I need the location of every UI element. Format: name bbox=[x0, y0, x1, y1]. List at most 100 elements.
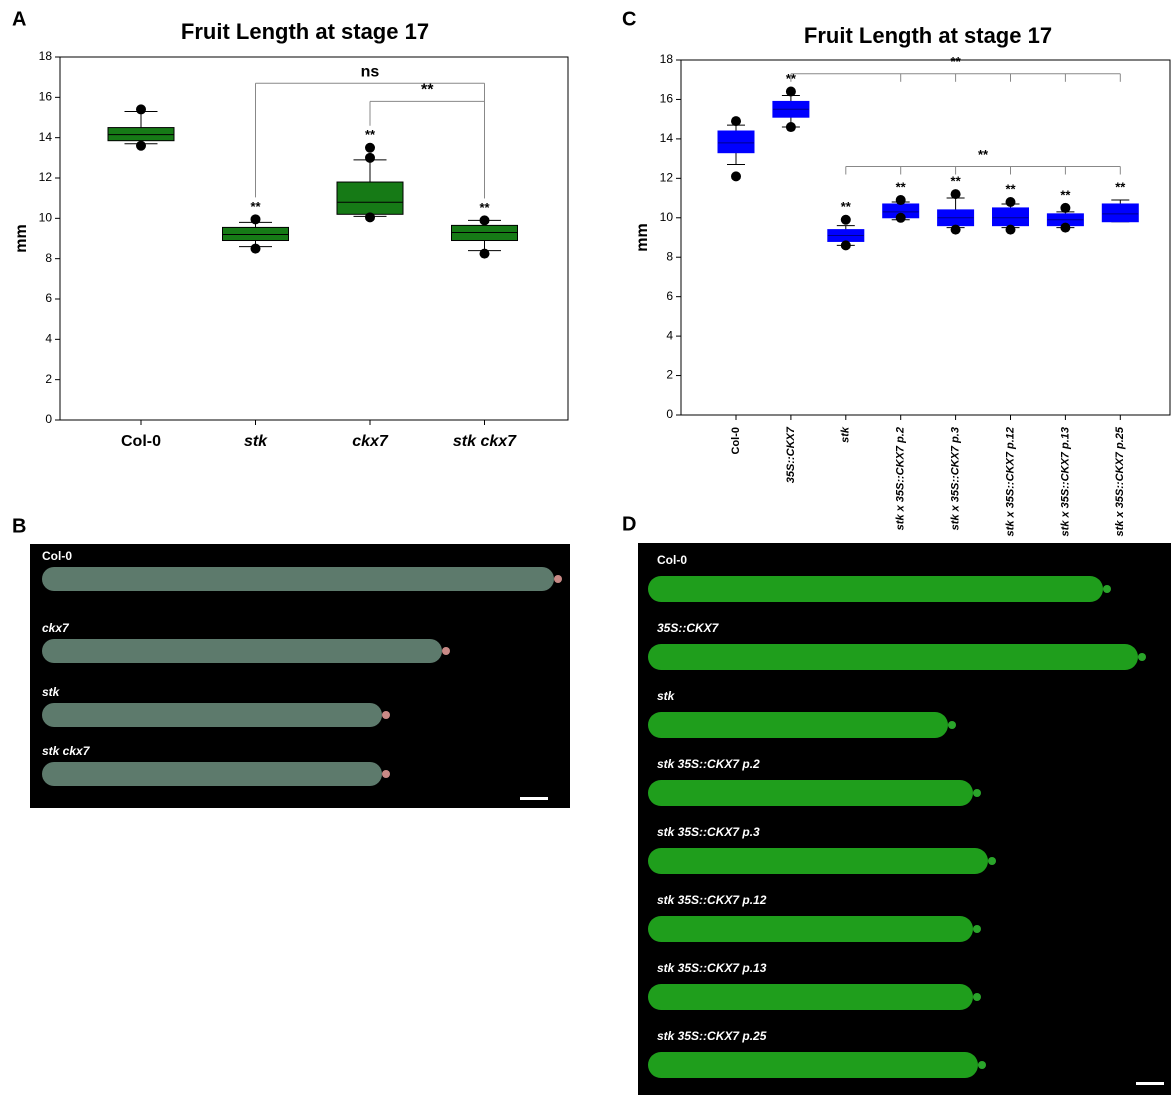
x-tick-label: stk x 35S::CKX7 p.13 bbox=[1059, 427, 1071, 536]
y-tick-label: 0 bbox=[45, 412, 52, 426]
chart-title: Fruit Length at stage 17 bbox=[181, 19, 429, 44]
box bbox=[992, 207, 1029, 227]
outlier bbox=[895, 195, 906, 206]
fruit-tip bbox=[1138, 653, 1146, 661]
outlier bbox=[479, 215, 490, 226]
x-tick-label: stk x 35S::CKX7 p.12 bbox=[1004, 427, 1016, 536]
outlier bbox=[1060, 222, 1071, 233]
panel-letter: D bbox=[622, 513, 636, 535]
y-tick-label: 10 bbox=[660, 210, 674, 224]
y-tick-label: 18 bbox=[660, 52, 674, 66]
x-tick-label: stk x 35S::CKX7 p.2 bbox=[895, 427, 907, 530]
fruit-label: Col-0 bbox=[42, 549, 72, 563]
fruit bbox=[648, 712, 948, 738]
fruit bbox=[648, 644, 1138, 670]
y-tick-label: 2 bbox=[666, 368, 673, 382]
x-tick-label: Col-0 bbox=[121, 433, 161, 450]
fruit-tip bbox=[973, 925, 981, 933]
outlier bbox=[840, 240, 851, 251]
fruit-tip bbox=[1103, 585, 1111, 593]
outlier bbox=[731, 171, 741, 182]
x-tick-label: ckx7 bbox=[352, 433, 389, 450]
fruit bbox=[648, 576, 1103, 602]
box bbox=[1101, 203, 1139, 223]
y-tick-label: 18 bbox=[39, 49, 53, 63]
y-tick-label: 16 bbox=[39, 90, 53, 104]
significance: ** bbox=[1060, 187, 1071, 202]
fruit bbox=[42, 639, 442, 663]
scale-bar bbox=[520, 797, 548, 800]
outlier bbox=[840, 214, 851, 225]
plot-frame bbox=[680, 59, 1171, 416]
outlier bbox=[1005, 224, 1016, 235]
y-tick-label: 8 bbox=[666, 249, 673, 263]
y-tick-label: 2 bbox=[45, 372, 52, 386]
outlier bbox=[365, 212, 375, 223]
outlier bbox=[785, 86, 796, 97]
fruit-tip bbox=[442, 647, 450, 655]
fruit-tip bbox=[948, 721, 956, 729]
fruit bbox=[42, 762, 382, 786]
fruit bbox=[648, 848, 988, 874]
fruit-label: stk 35S::CKX7 p.13 bbox=[657, 961, 767, 975]
outlier bbox=[731, 116, 741, 127]
outlier bbox=[1005, 197, 1016, 207]
significance: ** bbox=[365, 127, 376, 142]
significance: ** bbox=[250, 199, 261, 214]
scale-bar bbox=[1136, 1082, 1164, 1085]
x-tick-label: stk ckx7 bbox=[453, 433, 517, 450]
fruit-tip bbox=[554, 575, 562, 583]
y-tick-label: 16 bbox=[660, 92, 674, 106]
y-tick-label: 14 bbox=[39, 130, 53, 144]
bracket-label: ** bbox=[421, 82, 434, 99]
fruit-tip bbox=[973, 789, 981, 797]
fruit-tip bbox=[382, 711, 390, 719]
significance: ** bbox=[841, 199, 852, 214]
outlier bbox=[479, 248, 490, 259]
fruit-tip bbox=[382, 770, 390, 778]
significance: ** bbox=[479, 200, 490, 215]
bracket-label: ** bbox=[951, 54, 962, 69]
outlier bbox=[250, 214, 261, 225]
y-tick-label: 12 bbox=[660, 171, 674, 185]
fruit-label: stk 35S::CKX7 p.12 bbox=[657, 893, 767, 907]
y-tick-label: 8 bbox=[45, 251, 52, 265]
fruit-label: 35S::CKX7 bbox=[657, 621, 720, 635]
significance: ** bbox=[1115, 179, 1126, 194]
y-axis-label: mm bbox=[634, 223, 651, 251]
y-axis-label: mm bbox=[13, 224, 30, 252]
outlier bbox=[136, 104, 146, 115]
outlier bbox=[895, 212, 906, 223]
fruit bbox=[648, 780, 973, 806]
y-tick-label: 4 bbox=[666, 328, 673, 342]
fruit-label: stk bbox=[42, 685, 61, 699]
fruit-label: ckx7 bbox=[42, 621, 70, 635]
box bbox=[107, 127, 175, 142]
outlier bbox=[136, 140, 146, 151]
plot-frame bbox=[59, 56, 569, 421]
fruit-label: stk ckx7 bbox=[42, 744, 91, 758]
significance: ** bbox=[951, 174, 962, 189]
y-tick-label: 6 bbox=[666, 289, 673, 303]
outlier bbox=[250, 243, 261, 254]
box bbox=[336, 181, 404, 215]
box bbox=[222, 226, 289, 242]
box bbox=[717, 130, 755, 154]
outlier bbox=[1060, 202, 1071, 213]
fruit-label: stk 35S::CKX7 p.25 bbox=[657, 1029, 767, 1043]
y-tick-label: 10 bbox=[39, 211, 53, 225]
x-tick-label: 35S::CKX7 bbox=[785, 426, 797, 483]
y-tick-label: 6 bbox=[45, 291, 52, 305]
bracket-label: ns bbox=[361, 63, 380, 80]
fruit bbox=[648, 984, 973, 1010]
x-tick-label: stk x 35S::CKX7 p.3 bbox=[950, 427, 962, 530]
bracket-label: ** bbox=[978, 147, 989, 162]
fruit-tip bbox=[973, 993, 981, 1001]
fruit bbox=[648, 1052, 978, 1078]
x-tick-label: stk bbox=[244, 433, 268, 450]
panel-letter: A bbox=[12, 8, 26, 30]
fruit-tip bbox=[988, 857, 996, 865]
fruit-label: stk 35S::CKX7 p.2 bbox=[657, 757, 760, 771]
